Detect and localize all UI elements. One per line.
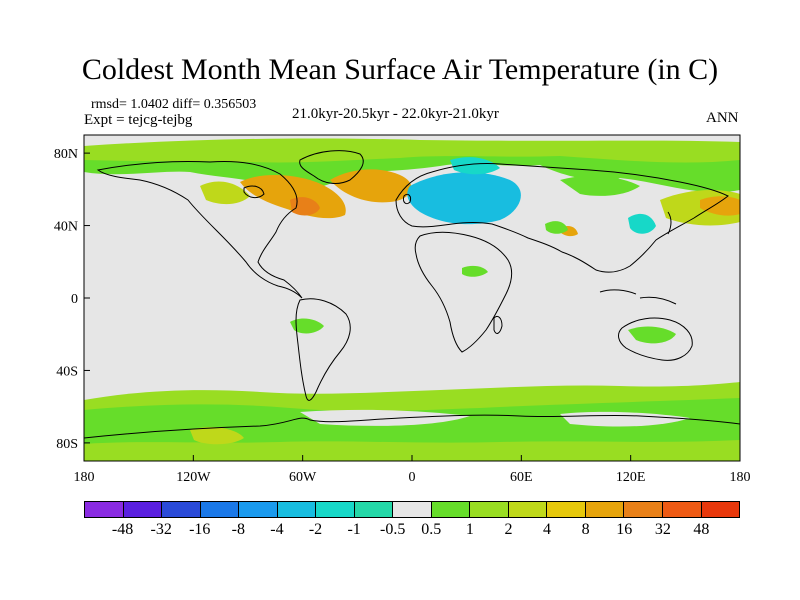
x-tick-label: 60W	[289, 470, 317, 485]
field-arctic-yellow	[84, 138, 740, 163]
y-axis: 80N 40N 0 40S 80S	[54, 147, 90, 452]
coast-antarctica	[84, 414, 740, 439]
coast-madagascar	[493, 315, 503, 334]
colorbar-label: -2	[308, 521, 323, 538]
colorbar-swatch	[585, 501, 625, 518]
colorbar-swatch	[547, 501, 586, 518]
colorbar-swatch	[431, 501, 471, 518]
colorbar-swatch	[354, 501, 394, 518]
colorbar-label: -0.5	[380, 521, 406, 538]
colorbar-swatch	[84, 501, 124, 518]
coast-uk	[403, 193, 411, 205]
colorbar-swatch	[662, 501, 702, 518]
colorbar-swatch	[701, 501, 741, 518]
coast-south-america	[295, 298, 351, 401]
y-tick-label: 0	[71, 292, 78, 307]
colorbar-swatch	[123, 501, 163, 518]
field-eastasia-teal	[628, 213, 656, 234]
page-title: Coldest Month Mean Surface Air Temperatu…	[81, 53, 719, 86]
field-eurasia-teal	[450, 157, 500, 175]
field-namerica-olive	[200, 181, 250, 205]
colorbar-label: 48	[693, 521, 710, 538]
colorbar-label: 1	[465, 521, 474, 538]
colorbar-label: 2	[504, 521, 513, 538]
colorbar-label: 32	[654, 521, 671, 538]
field-nwpacific-orange	[700, 196, 740, 216]
coast-japan	[667, 211, 672, 235]
x-tick-label: 120E	[616, 470, 646, 485]
field-samerica-green	[290, 318, 324, 334]
colorbar-label: 16	[616, 521, 633, 538]
colorbar-label: -48	[111, 521, 134, 538]
field-atlantic-orange	[330, 169, 412, 203]
x-tick-label: 0	[409, 470, 416, 485]
coast-africa	[414, 231, 513, 353]
coast-eurasia	[395, 163, 729, 273]
colorbar-label: 0.5	[421, 521, 442, 538]
field-pacific-green	[598, 173, 616, 183]
colorbar-label: -16	[189, 521, 211, 538]
field-antarctic-olive	[190, 427, 244, 445]
field-arabia-green	[545, 221, 568, 234]
colorbar-swatch	[239, 501, 278, 518]
colorbar-label: 8	[581, 521, 590, 538]
colorbar-swatch	[624, 501, 663, 518]
colorbar-swatch	[200, 501, 240, 518]
colorbar-label: -32	[150, 521, 172, 538]
field-asia-green	[560, 175, 640, 196]
season-label: ANN	[706, 110, 739, 126]
colorbar-label: -8	[231, 521, 246, 538]
colorbar	[84, 501, 741, 518]
x-tick-label: 180	[74, 470, 95, 485]
x-axis: 180 120W 60W 0 60E 120E 180	[74, 455, 751, 485]
x-tick-label: 60E	[510, 470, 533, 485]
colorbar-swatch	[316, 501, 355, 518]
colorbar-swatch	[277, 501, 317, 518]
coastlines	[84, 150, 740, 439]
x-tick-label: 120W	[176, 470, 211, 485]
field-eurasia-cyan	[407, 172, 521, 225]
colorbar-swatch	[508, 501, 548, 518]
coast-australia	[618, 317, 693, 361]
colorbar-swatch	[470, 501, 509, 518]
y-tick-label: 40S	[56, 364, 78, 379]
coast-indonesia	[599, 289, 677, 305]
field-africa-green	[462, 265, 488, 277]
colorbar-label: -1	[347, 521, 361, 538]
y-tick-label: 80S	[56, 437, 78, 452]
colorbar-swatch	[393, 501, 432, 518]
colorbar-swatch	[162, 501, 201, 518]
x-tick-label: 180	[730, 470, 751, 485]
stats-text: rmsd= 1.0402 diff= 0.356503	[91, 97, 257, 112]
coast-north-america	[96, 160, 303, 299]
field-australia-green	[628, 326, 676, 344]
period-text: 21.0kyr-20.5kyr - 22.0kyr-21.0kyr	[292, 106, 499, 122]
coast-hudson-bay	[243, 185, 265, 199]
y-tick-label: 40N	[54, 220, 78, 235]
colorbar-label: -4	[270, 521, 284, 538]
colorbar-label: 4	[543, 521, 552, 538]
coast-greenland	[299, 150, 364, 184]
anomaly-fields	[84, 138, 740, 461]
colorbar-labels: -48 -32 -16 -8 -4 -2 -1 -0.5 0.5 1 2 4 8 16 32 48	[0, 521, 800, 541]
y-tick-label: 80N	[54, 147, 78, 162]
experiment-text: Expt = tejcg-tejbg	[84, 112, 193, 128]
